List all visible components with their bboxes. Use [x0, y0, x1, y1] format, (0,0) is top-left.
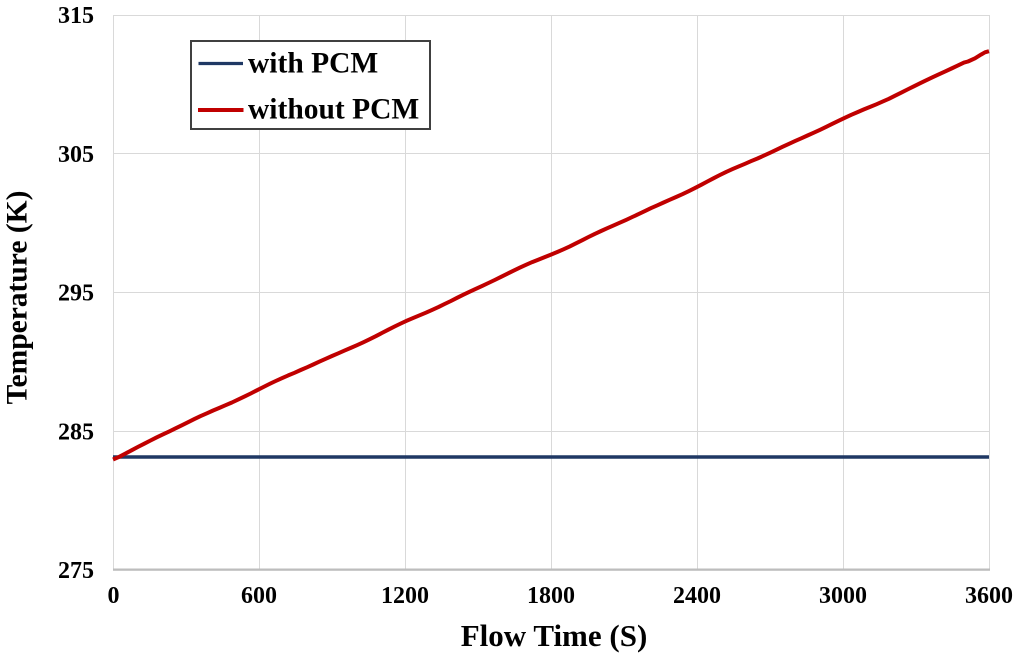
svg-text:285: 285	[58, 419, 94, 445]
svg-text:2400: 2400	[673, 583, 721, 609]
svg-text:Flow Time (S): Flow Time (S)	[461, 618, 648, 653]
svg-text:Temperature (K): Temperature (K)	[2, 191, 34, 405]
svg-text:without PCM: without PCM	[248, 94, 419, 126]
svg-text:305: 305	[58, 142, 94, 168]
svg-text:3000: 3000	[819, 583, 867, 609]
svg-text:0: 0	[108, 583, 120, 609]
svg-text:1800: 1800	[527, 583, 575, 609]
svg-text:315: 315	[58, 3, 94, 29]
svg-text:295: 295	[58, 281, 94, 307]
svg-text:275: 275	[58, 558, 94, 584]
svg-text:3600: 3600	[965, 583, 1013, 609]
svg-text:600: 600	[241, 583, 277, 609]
svg-text:with PCM: with PCM	[248, 48, 378, 80]
svg-text:1200: 1200	[381, 583, 429, 609]
